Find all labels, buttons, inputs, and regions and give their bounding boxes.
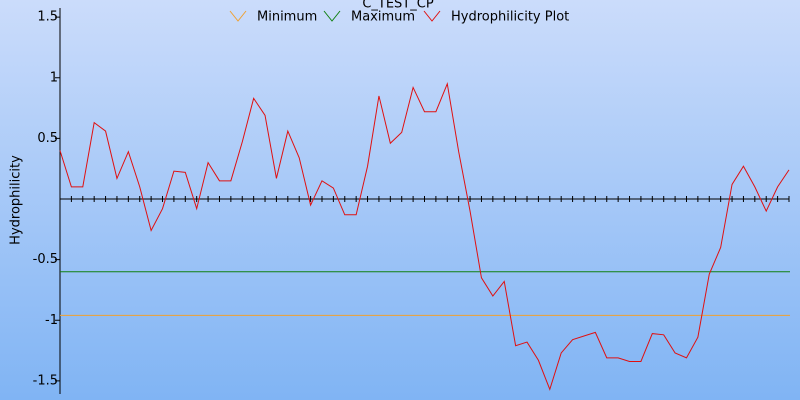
y-tick-label: 1.5 xyxy=(37,10,58,25)
legend-icon xyxy=(229,10,247,22)
y-tick-label: -1.5 xyxy=(33,373,58,388)
y-axis-label: Hydrophilicity xyxy=(9,155,24,245)
legend-label: Minimum xyxy=(257,10,317,25)
y-tick-label: -0.5 xyxy=(33,252,58,267)
y-tick-label: 0.5 xyxy=(37,131,58,146)
legend-label: Maximum xyxy=(351,10,415,25)
chart-title: C_TEST_CP xyxy=(362,0,434,12)
y-tick-label: 1 xyxy=(50,70,58,85)
legend-label: Hydrophilicity Plot xyxy=(451,10,569,25)
legend-icon xyxy=(423,10,441,22)
legend-icon xyxy=(323,10,341,22)
data-line xyxy=(59,81,790,391)
y-tick-label: -1 xyxy=(45,313,58,328)
